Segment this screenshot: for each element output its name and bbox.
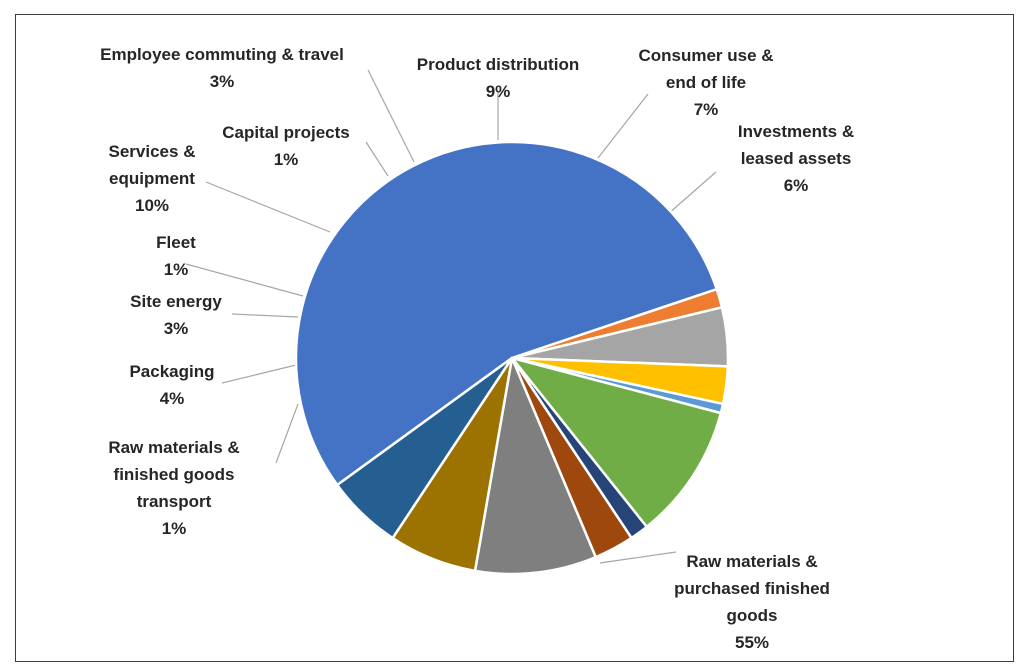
slice-label-employee-commuting-and-travel: Employee commuting & travel 3% bbox=[100, 45, 344, 91]
leader-line-fleet bbox=[185, 263, 304, 297]
slice-name-line: Employee commuting & travel bbox=[100, 45, 344, 64]
leader-line-investments-and-leased-assets bbox=[667, 171, 717, 215]
slice-label-services-and-equipment: Services & equipment 10% bbox=[109, 142, 196, 215]
pie-slice-product-distribution bbox=[473, 356, 597, 576]
slice-name-line: Investments & bbox=[738, 122, 854, 141]
slice-labels: Raw materials & purchased finished goods 55… bbox=[100, 45, 854, 652]
slice-percent-label: 1% bbox=[274, 150, 299, 169]
slice-percent-label: 1% bbox=[162, 519, 187, 538]
leader-line-capital-projects bbox=[365, 141, 389, 177]
slice-name-line: equipment bbox=[109, 169, 195, 188]
leader-line-site-energy bbox=[231, 313, 299, 318]
slice-label-site-energy: Site energy 3% bbox=[130, 292, 222, 338]
slice-name-line: end of life bbox=[666, 73, 746, 92]
slice-percent-label: 9% bbox=[486, 82, 511, 101]
slice-name-line: leased assets bbox=[741, 149, 852, 168]
slice-label-fleet: Fleet 1% bbox=[156, 233, 196, 279]
slice-percent-label: 1% bbox=[164, 260, 189, 279]
slice-percent-label: 6% bbox=[784, 176, 809, 195]
slice-name-line: goods bbox=[727, 606, 778, 625]
leader-line-packaging bbox=[221, 364, 297, 384]
slice-percent-label: 3% bbox=[164, 319, 189, 338]
slice-label-capital-projects: Capital projects 1% bbox=[222, 123, 350, 169]
pie-slices bbox=[294, 140, 730, 576]
pie-slice-services-and-equipment bbox=[510, 356, 723, 529]
slice-percent-label: 4% bbox=[160, 389, 185, 408]
slice-name-line: Raw materials & bbox=[108, 438, 239, 457]
slice-name-line: finished goods bbox=[114, 465, 235, 484]
slice-percent-label: 55% bbox=[735, 633, 769, 652]
leader-line-raw-materials-and-finished-goods-transport bbox=[275, 403, 299, 464]
slice-name-line: Packaging bbox=[129, 362, 214, 381]
pie-slice-raw-materials-and-purchased-finished-goods bbox=[294, 140, 718, 487]
leader-line-services-and-equipment bbox=[205, 181, 331, 233]
pie-slice-investments-and-leased-assets bbox=[336, 356, 514, 540]
slice-label-raw-materials-and-purchased-finished-goods: Raw materials & purchased finished goods 55… bbox=[674, 552, 830, 652]
slice-name-line: purchased finished bbox=[674, 579, 830, 598]
slice-name-line: Services & bbox=[109, 142, 196, 161]
slice-name-line: transport bbox=[137, 492, 212, 511]
slice-name-line: Capital projects bbox=[222, 123, 350, 142]
leader-line-consumer-use-and-end-of-life bbox=[597, 93, 649, 159]
leader-lines bbox=[185, 69, 717, 564]
leader-line-raw-materials-and-purchased-finished-goods bbox=[599, 551, 677, 564]
slice-label-product-distribution: Product distribution 9% bbox=[417, 55, 579, 101]
slice-name-line: Site energy bbox=[130, 292, 222, 311]
slice-name-line: Product distribution bbox=[417, 55, 579, 74]
slice-percent-label: 7% bbox=[694, 100, 719, 119]
slice-label-consumer-use-and-end-of-life: Consumer use & end of life 7% bbox=[638, 46, 773, 119]
slice-label-raw-materials-and-finished-goods-transport: Raw materials & finished goods transport 1% bbox=[108, 438, 239, 538]
slice-name-line: Fleet bbox=[156, 233, 196, 252]
slice-name-line: Consumer use & bbox=[638, 46, 773, 65]
slice-name-line: Raw materials & bbox=[686, 552, 817, 571]
slice-percent-label: 10% bbox=[135, 196, 169, 215]
leader-line-employee-commuting-and-travel bbox=[367, 69, 415, 163]
slice-percent-label: 3% bbox=[210, 72, 235, 91]
slice-label-investments-and-leased-assets: Investments & leased assets 6% bbox=[738, 122, 854, 195]
slice-label-packaging: Packaging 4% bbox=[129, 362, 214, 408]
